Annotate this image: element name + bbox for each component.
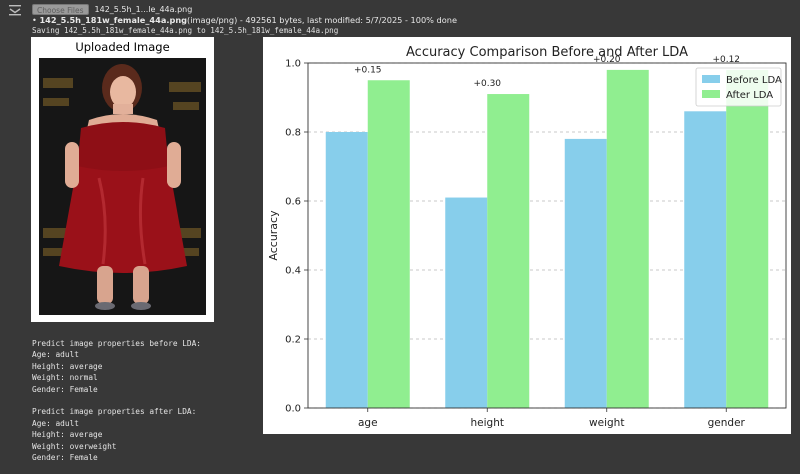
legend-label: After LDA: [726, 90, 773, 101]
legend-swatch: [702, 90, 720, 98]
choose-files-button[interactable]: Choose Files: [32, 3, 89, 15]
uploaded-file-meta: (image/png) - 492561 bytes, last modifie…: [187, 15, 457, 25]
improvement-label: +0.12: [712, 55, 740, 65]
improvement-label: +0.30: [473, 79, 501, 89]
saving-message: Saving 142_5.5h_181w_female_44a.png to 1…: [32, 26, 339, 35]
uploaded-file-name: 142_5.5h_181w_female_44a.png: [39, 15, 188, 25]
y-tick-label: 0.8: [285, 128, 301, 139]
y-tick-label: 0.2: [285, 335, 301, 346]
after-gender-line: Gender: Female: [32, 453, 98, 463]
bar-before-lda-age: [325, 132, 368, 408]
before-age-line: Age: adult: [32, 350, 79, 360]
bullet-icon: •: [32, 15, 37, 25]
person-photo-illustration: [39, 58, 206, 315]
before-gender-line: Gender: Female: [32, 384, 98, 394]
y-tick-label: 0.0: [285, 404, 301, 415]
cell-output-icon[interactable]: [8, 4, 22, 16]
accuracy-chart: 0.0 0.2 0.4 0.6 0.8 1.0 +0.15 age +0.30 height +0.…: [267, 45, 787, 429]
bar-before-lda-weight: [564, 138, 607, 408]
y-tick-label: 0.6: [285, 197, 301, 208]
improvement-label: +0.20: [593, 55, 621, 65]
selected-file-name: 142_5.5h_1...le_44a.png: [94, 4, 193, 14]
bar-after-lda-age: [367, 80, 410, 408]
bar-after-lda-gender: [726, 69, 769, 409]
y-tick-label: 1.0: [285, 59, 301, 70]
legend-label: Before LDA: [726, 75, 782, 86]
x-tick-label: height: [471, 417, 504, 429]
legend-swatch: [702, 75, 720, 83]
chart-title: Accuracy Comparison Before and After LDA: [406, 45, 688, 60]
before-lda-header: Predict image properties before LDA:: [32, 339, 201, 348]
y-tick-label: 0.4: [285, 266, 301, 277]
bar-before-lda-gender: [684, 111, 727, 409]
after-age-line: Age: adult: [32, 418, 79, 428]
bar-after-lda-weight: [606, 69, 649, 409]
before-weight-line: Weight: normal: [32, 373, 98, 383]
bar-before-lda-height: [445, 197, 488, 408]
spacer: [32, 395, 201, 406]
after-height-line: Height: average: [32, 430, 103, 440]
accuracy-chart-panel: 0.0 0.2 0.4 0.6 0.8 1.0 +0.15 age +0.30 height +0.…: [263, 37, 791, 434]
y-axis-label: Accuracy: [267, 210, 280, 261]
improvement-label: +0.15: [354, 65, 382, 75]
prediction-output: Predict image properties before LDA: Age:…: [32, 338, 201, 463]
uploaded-image-title: Uploaded Image: [75, 40, 170, 54]
file-upload-row: Choose Files 142_5.5h_1...le_44a.png: [32, 2, 192, 16]
bar-after-lda-height: [487, 94, 530, 409]
before-height-line: Height: average: [32, 361, 103, 371]
x-tick-label: age: [358, 417, 378, 429]
after-weight-line: Weight: overweight: [32, 441, 117, 451]
plot-frame: [307, 62, 787, 409]
uploaded-photo: [39, 58, 206, 315]
after-lda-header: Predict image properties after LDA:: [32, 407, 197, 417]
uploaded-image-panel: Uploaded Image: [31, 37, 214, 322]
x-tick-label: gender: [708, 417, 746, 429]
x-tick-label: weight: [589, 417, 624, 429]
upload-status-item: • 142_5.5h_181w_female_44a.png(image/png…: [32, 15, 457, 25]
